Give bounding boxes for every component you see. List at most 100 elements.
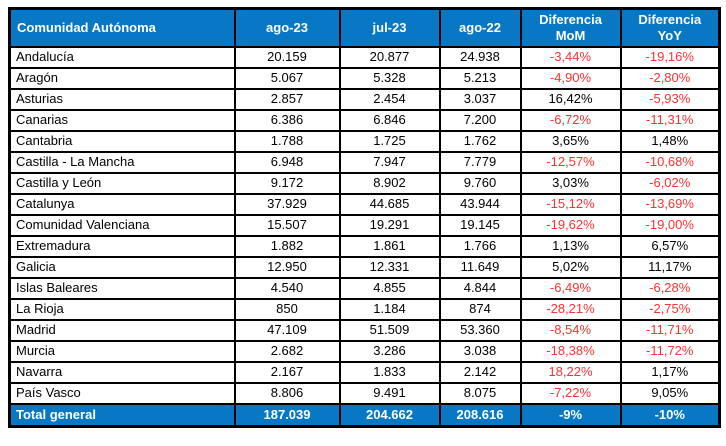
cell-comunidad-autonoma[interactable]: Comunidad Valenciana bbox=[8, 213, 236, 237]
column-header-diferencia-mom[interactable]: Diferencia MoM bbox=[519, 7, 622, 48]
cell-diferencia-mom[interactable]: 5,02% bbox=[519, 255, 622, 279]
cell-diferencia-mom[interactable]: -15,12% bbox=[519, 192, 622, 216]
cell-comunidad-autonoma[interactable]: Extremadura bbox=[8, 234, 236, 258]
cell-diferencia-yoy[interactable]: -19,16% bbox=[619, 45, 721, 69]
cell-jul-23[interactable]: 6.846 bbox=[338, 108, 441, 132]
cell-diferencia-mom[interactable]: -8,54% bbox=[519, 318, 622, 342]
cell-ago-22[interactable]: 5.213 bbox=[438, 66, 522, 90]
cell-comunidad-autonoma[interactable]: Canarias bbox=[8, 108, 236, 132]
cell-diferencia-yoy[interactable]: 11,17% bbox=[619, 255, 721, 279]
cell-diferencia-yoy[interactable]: -5,93% bbox=[619, 87, 721, 111]
cell-diferencia-yoy[interactable]: 6,57% bbox=[619, 234, 721, 258]
column-header-ago-22[interactable]: ago-22 bbox=[438, 7, 522, 48]
total-jul-23-cell[interactable]: 204.662 bbox=[338, 402, 441, 428]
cell-ago-23[interactable]: 2.857 bbox=[233, 87, 341, 111]
cell-ago-22[interactable]: 4.844 bbox=[438, 276, 522, 300]
cell-jul-23[interactable]: 7.947 bbox=[338, 150, 441, 174]
cell-jul-23[interactable]: 1.184 bbox=[338, 297, 441, 321]
cell-ago-23[interactable]: 9.172 bbox=[233, 171, 341, 195]
column-header-ago-23[interactable]: ago-23 bbox=[233, 7, 341, 48]
cell-comunidad-autonoma[interactable]: Asturias bbox=[8, 87, 236, 111]
cell-ago-23[interactable]: 6.386 bbox=[233, 108, 341, 132]
cell-comunidad-autonoma[interactable]: Catalunya bbox=[8, 192, 236, 216]
total-diferencia-yoy-cell[interactable]: -10% bbox=[619, 402, 721, 428]
cell-diferencia-mom[interactable]: 1,13% bbox=[519, 234, 622, 258]
cell-ago-22[interactable]: 53.360 bbox=[438, 318, 522, 342]
cell-ago-23[interactable]: 850 bbox=[233, 297, 341, 321]
cell-jul-23[interactable]: 51.509 bbox=[338, 318, 441, 342]
cell-ago-22[interactable]: 19.145 bbox=[438, 213, 522, 237]
cell-comunidad-autonoma[interactable]: Galicia bbox=[8, 255, 236, 279]
cell-ago-23[interactable]: 5.067 bbox=[233, 66, 341, 90]
cell-diferencia-yoy[interactable]: 9,05% bbox=[619, 381, 721, 405]
cell-diferencia-mom[interactable]: -18,38% bbox=[519, 339, 622, 363]
cell-ago-22[interactable]: 1.762 bbox=[438, 129, 522, 153]
cell-ago-23[interactable]: 6.948 bbox=[233, 150, 341, 174]
cell-ago-22[interactable]: 8.075 bbox=[438, 381, 522, 405]
total-ago-23-cell[interactable]: 187.039 bbox=[233, 402, 341, 428]
cell-comunidad-autonoma[interactable]: Andalucía bbox=[8, 45, 236, 69]
cell-jul-23[interactable]: 3.286 bbox=[338, 339, 441, 363]
cell-comunidad-autonoma[interactable]: País Vasco bbox=[8, 381, 236, 405]
cell-jul-23[interactable]: 20.877 bbox=[338, 45, 441, 69]
cell-diferencia-yoy[interactable]: -13,69% bbox=[619, 192, 721, 216]
cell-ago-23[interactable]: 15.507 bbox=[233, 213, 341, 237]
cell-comunidad-autonoma[interactable]: Madrid bbox=[8, 318, 236, 342]
cell-jul-23[interactable]: 8.902 bbox=[338, 171, 441, 195]
total-label-cell[interactable]: Total general bbox=[8, 402, 236, 428]
cell-diferencia-yoy[interactable]: -11,72% bbox=[619, 339, 721, 363]
cell-diferencia-yoy[interactable]: -11,71% bbox=[619, 318, 721, 342]
cell-ago-22[interactable]: 3.038 bbox=[438, 339, 522, 363]
cell-diferencia-mom[interactable]: -28,21% bbox=[519, 297, 622, 321]
cell-jul-23[interactable]: 4.855 bbox=[338, 276, 441, 300]
cell-ago-22[interactable]: 43.944 bbox=[438, 192, 522, 216]
cell-diferencia-mom[interactable]: 18,22% bbox=[519, 360, 622, 384]
cell-diferencia-mom[interactable]: -3,44% bbox=[519, 45, 622, 69]
cell-jul-23[interactable]: 1.725 bbox=[338, 129, 441, 153]
column-header-diferencia-yoy[interactable]: Diferencia YoY bbox=[619, 7, 721, 48]
cell-comunidad-autonoma[interactable]: Castilla - La Mancha bbox=[8, 150, 236, 174]
cell-ago-22[interactable]: 24.938 bbox=[438, 45, 522, 69]
cell-comunidad-autonoma[interactable]: Aragón bbox=[8, 66, 236, 90]
cell-ago-22[interactable]: 2.142 bbox=[438, 360, 522, 384]
cell-ago-23[interactable]: 2.167 bbox=[233, 360, 341, 384]
cell-diferencia-mom[interactable]: -12,57% bbox=[519, 150, 622, 174]
cell-diferencia-mom[interactable]: 3,03% bbox=[519, 171, 622, 195]
cell-jul-23[interactable]: 19.291 bbox=[338, 213, 441, 237]
total-diferencia-mom-cell[interactable]: -9% bbox=[519, 402, 622, 428]
cell-diferencia-mom[interactable]: 16,42% bbox=[519, 87, 622, 111]
cell-ago-23[interactable]: 20.159 bbox=[233, 45, 341, 69]
cell-ago-22[interactable]: 3.037 bbox=[438, 87, 522, 111]
cell-diferencia-yoy[interactable]: 1,17% bbox=[619, 360, 721, 384]
cell-jul-23[interactable]: 5.328 bbox=[338, 66, 441, 90]
cell-diferencia-yoy[interactable]: -11,31% bbox=[619, 108, 721, 132]
cell-diferencia-mom[interactable]: -7,22% bbox=[519, 381, 622, 405]
cell-diferencia-mom[interactable]: -19,62% bbox=[519, 213, 622, 237]
cell-ago-22[interactable]: 1.766 bbox=[438, 234, 522, 258]
cell-comunidad-autonoma[interactable]: Navarra bbox=[8, 360, 236, 384]
cell-diferencia-yoy[interactable]: -2,75% bbox=[619, 297, 721, 321]
cell-diferencia-yoy[interactable]: -6,28% bbox=[619, 276, 721, 300]
cell-ago-23[interactable]: 37.929 bbox=[233, 192, 341, 216]
cell-diferencia-yoy[interactable]: -2,80% bbox=[619, 66, 721, 90]
cell-diferencia-yoy[interactable]: -10,68% bbox=[619, 150, 721, 174]
cell-ago-23[interactable]: 1.882 bbox=[233, 234, 341, 258]
cell-comunidad-autonoma[interactable]: Murcia bbox=[8, 339, 236, 363]
cell-ago-23[interactable]: 12.950 bbox=[233, 255, 341, 279]
cell-comunidad-autonoma[interactable]: Cantabria bbox=[8, 129, 236, 153]
cell-ago-23[interactable]: 8.806 bbox=[233, 381, 341, 405]
cell-diferencia-yoy[interactable]: 1,48% bbox=[619, 129, 721, 153]
cell-diferencia-mom[interactable]: -6,72% bbox=[519, 108, 622, 132]
cell-ago-22[interactable]: 7.779 bbox=[438, 150, 522, 174]
cell-diferencia-mom[interactable]: -4,90% bbox=[519, 66, 622, 90]
cell-diferencia-mom[interactable]: -6,49% bbox=[519, 276, 622, 300]
cell-ago-22[interactable]: 874 bbox=[438, 297, 522, 321]
cell-jul-23[interactable]: 1.833 bbox=[338, 360, 441, 384]
cell-comunidad-autonoma[interactable]: Islas Baleares bbox=[8, 276, 236, 300]
column-header-comunidad-autonoma[interactable]: Comunidad Autónoma bbox=[8, 7, 236, 48]
cell-jul-23[interactable]: 12.331 bbox=[338, 255, 441, 279]
cell-jul-23[interactable]: 44.685 bbox=[338, 192, 441, 216]
cell-ago-22[interactable]: 7.200 bbox=[438, 108, 522, 132]
cell-ago-23[interactable]: 1.788 bbox=[233, 129, 341, 153]
cell-ago-23[interactable]: 47.109 bbox=[233, 318, 341, 342]
